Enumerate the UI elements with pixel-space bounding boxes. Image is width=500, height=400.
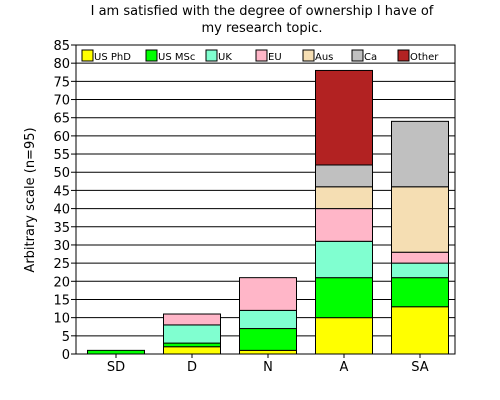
bar-segment: [239, 277, 297, 311]
legend-swatch: [302, 49, 315, 62]
y-tick-label: 85: [53, 39, 70, 54]
y-axis-label: Arbitrary scale (n=95): [23, 127, 38, 272]
bar-segment: [315, 240, 373, 279]
y-tick-label: 40: [53, 203, 70, 218]
legend-swatch: [397, 49, 410, 62]
bar-segment: [163, 346, 221, 355]
y-tick-label: 5: [62, 330, 70, 345]
bar-segment: [87, 349, 145, 355]
y-tick-label: 0: [62, 348, 70, 363]
y-tick-label: 75: [53, 75, 70, 90]
bar-segment: [391, 186, 449, 253]
y-tick-label: 35: [53, 221, 70, 236]
x-tick-label: D: [187, 360, 197, 375]
y-tick-label: 10: [53, 312, 70, 327]
bar-segment: [315, 208, 373, 242]
y-tick-label: 15: [53, 293, 70, 308]
legend-label: Ca: [364, 52, 377, 63]
bar-segment: [315, 164, 373, 188]
bar-segment: [239, 349, 297, 355]
bar-segment: [163, 324, 221, 344]
y-tick-label: 80: [53, 57, 70, 72]
bar-segment: [315, 277, 373, 319]
x-tick-label: N: [263, 360, 273, 375]
x-tick-label: SA: [411, 360, 428, 375]
bar-segment: [391, 120, 449, 188]
bar-segment: [391, 251, 449, 264]
legend-swatch: [145, 49, 158, 62]
legend-swatch: [351, 49, 364, 62]
y-tick-label: 50: [53, 166, 70, 181]
y-tick-label: 60: [53, 130, 70, 145]
chart-title: I am satisfied with the degree of owners…: [91, 4, 434, 36]
chart-title-line-2: my research topic.: [201, 21, 322, 36]
legend-label: US PhD: [94, 52, 131, 63]
bar-segment: [239, 328, 297, 351]
bar-segment: [391, 306, 449, 355]
bar-segment: [315, 186, 373, 210]
y-axis-ticks: 0 5 10 15 20 25 30 35 40 45 50 55 60 65 70 75 80 85: [53, 39, 76, 363]
legend-label: Aus: [315, 52, 333, 63]
bar-segment: [239, 309, 297, 330]
bar-segment: [391, 262, 449, 279]
legend-label: EU: [268, 52, 282, 63]
bar-segment: [163, 313, 221, 326]
bar-segment: [163, 342, 221, 348]
y-tick-label: 30: [53, 239, 70, 254]
x-tick-label: SD: [107, 360, 125, 375]
legend-label: UK: [218, 52, 232, 63]
y-tick-label: 20: [53, 275, 70, 290]
y-tick-label: 65: [53, 112, 70, 127]
bars: [87, 69, 449, 355]
legend-swatch: [255, 49, 268, 62]
axes: [75, 44, 456, 355]
bar-segment: [315, 69, 373, 166]
chart-title-line-1: I am satisfied with the degree of owners…: [91, 4, 434, 19]
legend-label: Other: [410, 52, 439, 63]
y-tick-label: 45: [53, 184, 70, 199]
x-axis-ticks: SD D N A SA: [107, 354, 429, 375]
legend: US PhD US MSc UK EU Aus Ca Other: [81, 49, 439, 63]
plot-frame: [75, 44, 456, 355]
legend-swatch: [81, 49, 94, 62]
bar-segment: [391, 277, 449, 308]
bar-segment: [315, 317, 373, 355]
y-tick-label: 55: [53, 148, 70, 163]
x-tick-label: A: [340, 360, 349, 375]
legend-label: US MSc: [158, 52, 195, 63]
y-tick-label: 25: [53, 257, 70, 272]
legend-swatch: [205, 49, 218, 62]
y-tick-label: 70: [53, 94, 70, 109]
